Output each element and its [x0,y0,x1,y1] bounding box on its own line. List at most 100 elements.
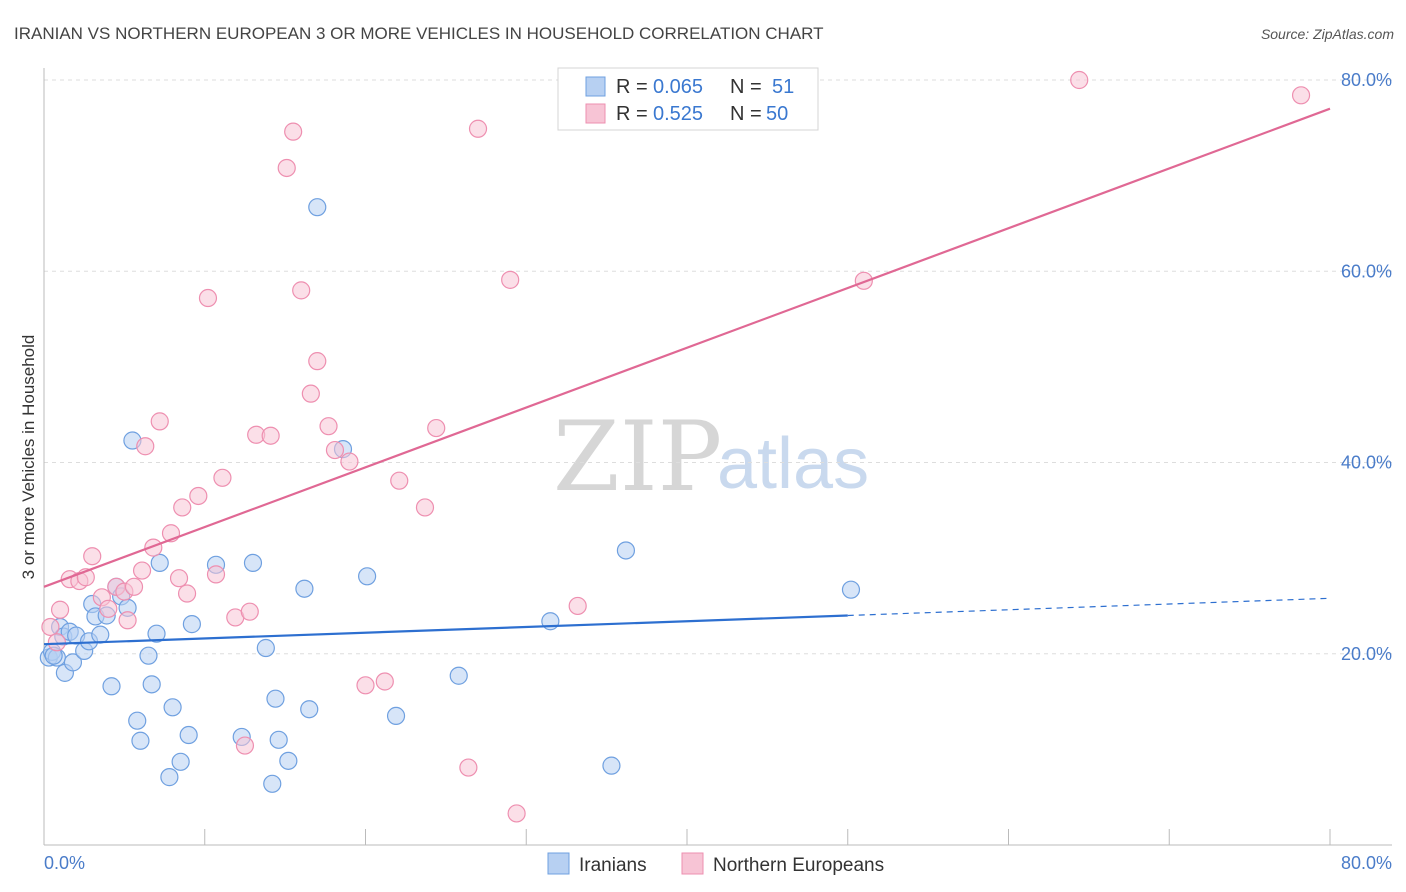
legend-n-value-1: 51 [772,76,794,98]
bottom-legend-swatch-northern-europeans [681,852,704,875]
point-iranians-28 [171,752,190,771]
y-tick-labels: 20.0% 40.0% 60.0% 80.0% [1341,70,1392,664]
point-iranians-38 [279,751,298,770]
point-northern-europeans-6 [83,547,102,566]
legend-swatch-northern-europeans [585,103,606,124]
point-northern-europeans-0 [41,617,60,637]
point-iranians-22 [139,646,158,665]
legend-n-label-1: N = [730,76,762,98]
legend-r-label-2: R = [616,103,648,125]
point-iranians-41 [308,198,327,217]
point-northern-europeans-40 [390,471,409,490]
point-northern-europeans-50 [1291,86,1311,105]
point-northern-europeans-27 [240,602,259,621]
point-iranians-35 [263,774,282,793]
point-northern-europeans-12 [124,577,144,596]
x-tick-label-max: 80.0% [1341,853,1392,873]
point-iranians-13 [91,625,110,644]
watermark-atlas: atlas [717,424,869,504]
point-northern-europeans-32 [292,281,311,300]
y-tick-label-80: 80.0% [1341,70,1392,90]
point-northern-europeans-39 [375,672,394,691]
point-northern-europeans-49 [1070,70,1089,90]
point-northern-europeans-44 [468,119,488,138]
point-northern-europeans-8 [99,599,118,618]
legend-box: R = 0.065 N = 51 R = 0.525 N = 50 [557,67,819,131]
trend-line-northern-europeans [43,107,1331,588]
point-iranians-7 [63,653,83,672]
point-northern-europeans-18 [169,569,189,588]
point-northern-europeans-2 [50,600,70,619]
point-iranians-40 [300,700,319,719]
point-iranians-26 [160,768,179,787]
point-northern-europeans-31 [284,122,303,141]
point-northern-europeans-48 [854,271,873,290]
point-northern-europeans-35 [319,417,338,436]
point-northern-europeans-47 [568,596,587,616]
legend-n-label-2: N = [730,103,762,125]
x-axis-ticks [43,829,1331,845]
point-iranians-20 [128,711,147,730]
point-northern-europeans-38 [356,676,375,695]
legend-n-value-2: 50 [766,103,788,125]
legend-swatch-iranians [585,76,606,97]
point-iranians-43 [358,567,377,586]
chart-title: IRANIAN VS NORTHERN EUROPEAN 3 OR MORE V… [14,24,824,43]
point-northern-europeans-36 [325,440,345,460]
point-northern-europeans-34 [308,352,327,371]
point-iranians-45 [449,666,468,685]
y-tick-label-60: 60.0% [1341,261,1392,281]
point-iranians-33 [243,553,263,573]
trend-line-iranians [43,614,848,646]
y-tick-label-20: 20.0% [1341,644,1392,664]
point-iranians-48 [616,541,636,560]
point-iranians-15 [102,677,121,696]
point-northern-europeans-14 [136,437,155,456]
chart-source: Source: ZipAtlas.com [1261,26,1394,42]
legend-r-value-1: 0.065 [653,76,703,98]
point-northern-europeans-30 [277,158,296,178]
point-iranians-23 [142,675,161,694]
point-iranians-27 [163,698,182,717]
point-iranians-47 [602,756,621,775]
point-iranians-34 [256,638,275,658]
point-iranians-29 [179,725,198,745]
bottom-legend-swatch-iranians [547,852,570,875]
point-northern-europeans-16 [150,412,169,431]
point-northern-europeans-26 [235,736,255,755]
point-northern-europeans-43 [459,758,478,777]
x-tick-label-min: 0.0% [44,853,85,873]
watermark-zip: ZIP [553,401,722,513]
point-iranians-37 [269,730,288,749]
point-northern-europeans-22 [198,288,218,308]
point-iranians-36 [266,689,285,708]
point-northern-europeans-41 [415,498,435,517]
bottom-legend-label-iranians: Iranians [579,855,647,876]
point-iranians-39 [295,579,314,598]
point-northern-europeans-1 [47,633,66,652]
y-tick-label-40: 40.0% [1341,453,1392,473]
y-axis-label: 3 or more Vehicles in Household [19,335,38,580]
point-iranians-25 [150,553,169,573]
legend-r-value-2: 0.525 [653,103,703,125]
point-northern-europeans-24 [213,468,232,487]
point-iranians-21 [131,731,150,750]
point-northern-europeans-23 [206,565,226,584]
point-northern-europeans-13 [132,561,152,580]
point-northern-europeans-19 [173,498,192,517]
point-northern-europeans-21 [189,486,208,506]
point-iranians-24 [147,624,166,643]
point-northern-europeans-45 [501,270,520,289]
point-northern-europeans-46 [507,804,526,823]
trend-line-extension-iranians [847,597,1331,617]
legend-r-label-1: R = [616,76,648,98]
point-iranians-49 [841,580,861,599]
point-iranians-44 [386,706,406,726]
point-northern-europeans-29 [261,426,280,445]
point-northern-europeans-33 [301,384,320,403]
point-northern-europeans-15 [144,538,163,557]
point-northern-europeans-20 [177,584,197,603]
point-northern-europeans-37 [340,452,359,471]
bottom-legend-label-northern-europeans: Northern Europeans [713,855,884,876]
